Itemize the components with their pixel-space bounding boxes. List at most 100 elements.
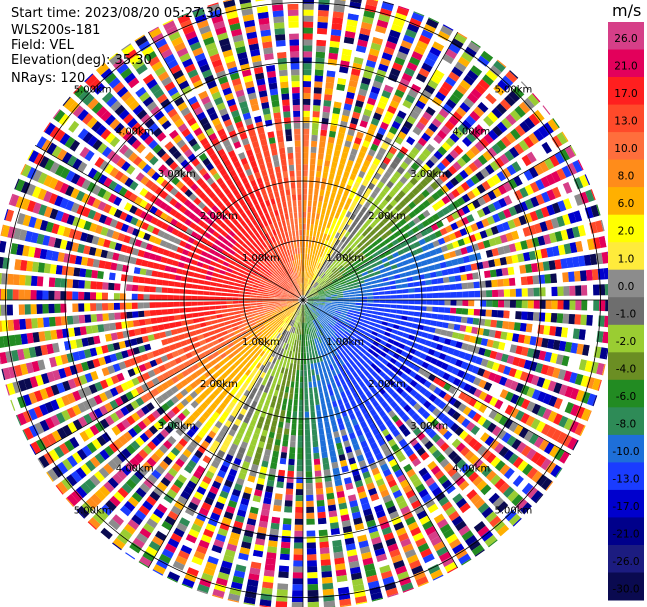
velocity-gate: [227, 352, 235, 360]
velocity-gate: [330, 336, 336, 342]
velocity-gate: [100, 504, 113, 516]
velocity-gate: [238, 427, 246, 435]
velocity-gate: [597, 379, 602, 391]
velocity-gate: [197, 430, 206, 439]
velocity-gate: [512, 517, 522, 527]
velocity-gate: [131, 377, 140, 386]
velocity-gate: [442, 322, 449, 329]
velocity-gate: [304, 393, 309, 400]
velocity-gate: [470, 65, 483, 77]
velocity-gate: [346, 247, 352, 254]
velocity-gate: [387, 378, 395, 387]
velocity-gate: [343, 295, 350, 298]
velocity-gate: [533, 109, 545, 123]
velocity-gate: [304, 290, 308, 296]
velocity-gate: [0, 272, 2, 285]
velocity-gate: [258, 416, 265, 424]
velocity-gate: [322, 347, 327, 355]
velocity-gate: [254, 452, 262, 460]
velocity-gate: [436, 321, 443, 328]
velocity-gate: [408, 243, 416, 251]
velocity-gate: [292, 345, 296, 352]
velocity-gate: [42, 290, 49, 300]
velocity-gate: [418, 377, 427, 385]
velocity-gate: [307, 253, 310, 260]
velocity-gate: [337, 301, 344, 304]
velocity-gate: [296, 303, 301, 309]
velocity-gate: [313, 302, 320, 305]
velocity-gate: [270, 288, 277, 292]
velocity-gate: [526, 151, 537, 164]
velocity-gate: [348, 307, 355, 311]
velocity-gate: [568, 271, 575, 282]
velocity-gate: [252, 367, 259, 374]
velocity-gate: [260, 509, 270, 517]
velocity-gate: [295, 303, 300, 308]
velocity-gate: [305, 334, 308, 341]
velocity-gate: [271, 456, 279, 464]
velocity-gate: [335, 393, 341, 401]
velocity-gate: [303, 200, 307, 207]
velocity-gate: [375, 452, 384, 461]
velocity-gate: [364, 251, 372, 258]
velocity-gate: [480, 50, 494, 63]
velocity-gate: [270, 522, 280, 530]
velocity-gate: [75, 486, 88, 499]
velocity-gate: [381, 321, 389, 326]
velocity-gate: [383, 312, 390, 317]
velocity-gate: [233, 286, 240, 290]
velocity-gate: [144, 318, 152, 325]
velocity-gate: [403, 195, 412, 204]
velocity-gate: [360, 165, 368, 173]
velocity-gate: [91, 324, 99, 334]
velocity-gate: [350, 321, 357, 326]
velocity-gate: [492, 200, 502, 211]
velocity-gate: [370, 362, 378, 370]
velocity-gate: [172, 366, 181, 374]
velocity-gate: [185, 394, 194, 403]
velocity-gate: [259, 514, 269, 523]
velocity-gate: [306, 346, 309, 353]
velocity-gate: [379, 8, 392, 17]
velocity-gate: [572, 328, 580, 340]
velocity-gate: [452, 399, 462, 409]
velocity-gate: [339, 316, 346, 321]
velocity-gate: [278, 463, 286, 471]
velocity-gate: [523, 430, 534, 442]
velocity-gate: [163, 456, 173, 466]
velocity-gate: [382, 347, 390, 354]
velocity-gate: [196, 512, 207, 522]
velocity-gate: [300, 364, 303, 371]
velocity-gate: [367, 269, 374, 274]
velocity-gate: [442, 404, 452, 414]
velocity-gate: [309, 308, 315, 313]
velocity-gate: [292, 296, 299, 299]
velocity-gate: [125, 547, 139, 559]
velocity-gate: [258, 333, 265, 339]
velocity-gate: [383, 261, 391, 268]
velocity-gate: [242, 492, 251, 500]
velocity-gate: [327, 136, 335, 144]
velocity-gate: [363, 369, 370, 377]
velocity-gate: [214, 475, 224, 484]
velocity-gate: [425, 185, 435, 194]
velocity-gate: [362, 362, 370, 369]
velocity-gate: [432, 574, 444, 581]
velocity-gate: [324, 227, 330, 235]
velocity-gate: [303, 328, 305, 335]
velocity-gate: [345, 25, 357, 33]
velocity-gate: [556, 431, 567, 445]
velocity-gate: [188, 325, 195, 331]
velocity-gate: [142, 445, 153, 455]
velocity-gate: [503, 486, 515, 498]
velocity-gate: [333, 149, 341, 157]
velocity-gate: [581, 300, 588, 311]
velocity-gate: [403, 345, 411, 352]
velocity-gate: [286, 297, 293, 299]
velocity-gate: [307, 584, 319, 591]
velocity-gate: [428, 101, 440, 112]
velocity-gate: [177, 412, 186, 422]
velocity-gate: [137, 293, 144, 300]
velocity-gate: [413, 402, 422, 411]
velocity-gate: [451, 438, 462, 449]
